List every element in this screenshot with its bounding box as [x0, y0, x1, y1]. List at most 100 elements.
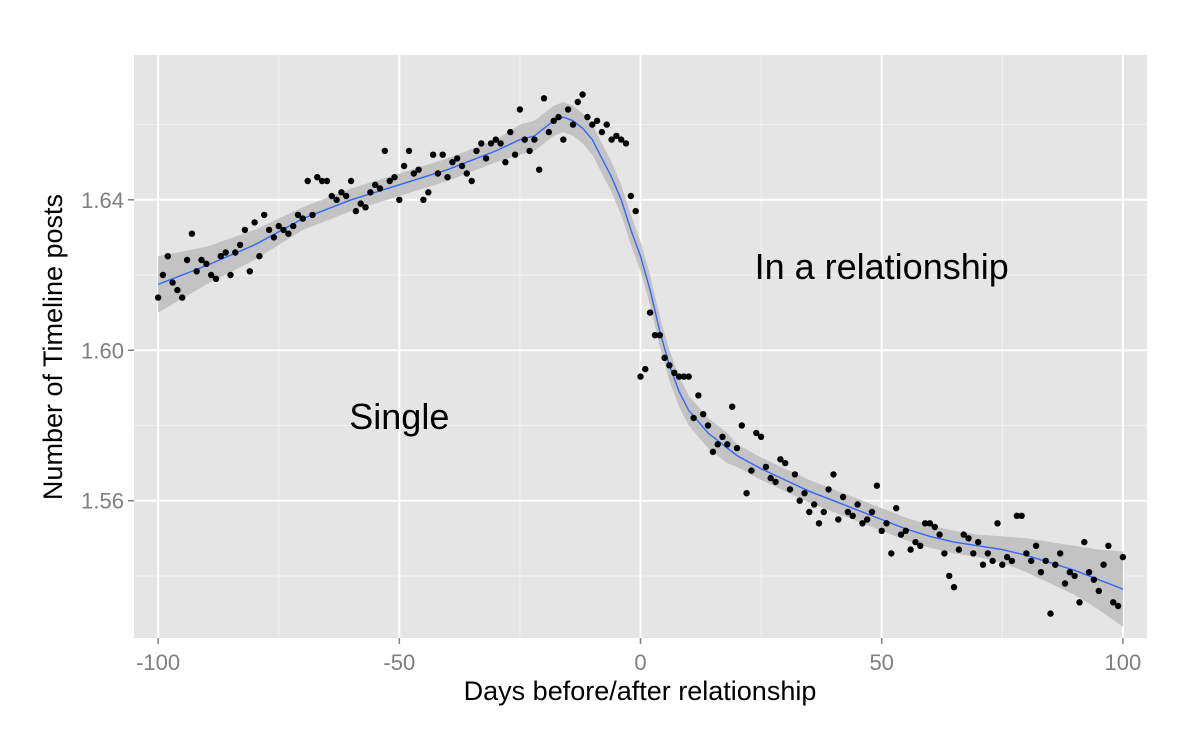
data-point [429, 151, 437, 158]
data-point [391, 174, 398, 181]
data-point [589, 121, 596, 128]
data-point [579, 91, 586, 98]
data-point [154, 294, 162, 301]
data-point [540, 95, 548, 102]
data-point [690, 414, 697, 422]
data-point [1100, 561, 1107, 568]
data-point [516, 106, 524, 113]
data-point [729, 403, 736, 410]
data-point [897, 531, 905, 538]
data-point [825, 486, 832, 493]
data-points [154, 91, 1127, 617]
data-point [405, 147, 413, 155]
data-point [1052, 561, 1059, 568]
data-point [811, 501, 818, 508]
data-point [912, 538, 919, 546]
y-tick-label: 1.56 [81, 489, 124, 514]
data-point [318, 177, 326, 185]
data-point [675, 373, 683, 380]
data-point [261, 211, 268, 219]
data-point [169, 279, 176, 286]
y-axis-title: Number of Timeline posts [38, 194, 68, 500]
x-axis-title: Days before/after relationship [464, 676, 817, 706]
data-point [1085, 569, 1093, 576]
data-point [478, 140, 485, 147]
data-point [955, 546, 963, 553]
data-point [396, 196, 403, 203]
data-point [767, 474, 774, 482]
data-point [251, 219, 258, 226]
data-point [651, 332, 659, 339]
data-point [246, 268, 253, 275]
data-point [926, 520, 934, 527]
data-point [285, 230, 292, 237]
x-tick-label: -50 [383, 650, 415, 675]
data-point [1090, 576, 1098, 583]
data-point [1042, 557, 1049, 565]
data-point [188, 230, 196, 237]
data-point [806, 508, 813, 516]
data-point [536, 166, 543, 173]
data-point [917, 542, 924, 549]
data-point [265, 226, 273, 234]
data-point [796, 497, 803, 504]
data-point [1013, 512, 1020, 519]
data-point [241, 226, 249, 234]
data-point [700, 411, 707, 418]
data-point [212, 275, 220, 282]
data-point [1023, 550, 1030, 557]
data-point [333, 196, 340, 203]
data-point [608, 136, 615, 143]
x-tick-label: 50 [869, 650, 893, 675]
data-point [526, 147, 533, 155]
data-point [786, 486, 794, 493]
data-point [695, 392, 702, 399]
data-point [574, 98, 581, 106]
data-point [637, 373, 644, 380]
data-point [733, 444, 741, 452]
data-point [473, 147, 480, 155]
data-point [357, 200, 364, 207]
y-axis-ticks: 1.56 1.60 1.64 [81, 188, 134, 514]
data-point [666, 362, 673, 369]
data-point [521, 136, 528, 143]
data-point [902, 527, 909, 534]
data-point [994, 520, 1001, 527]
data-point [782, 459, 789, 467]
data-point [545, 128, 552, 136]
data-point [323, 177, 331, 185]
data-point [950, 584, 958, 591]
data-point [893, 505, 900, 512]
data-point [420, 196, 427, 203]
data-point [198, 256, 205, 264]
data-point [203, 260, 210, 267]
data-point [164, 253, 171, 260]
data-point [439, 151, 446, 158]
data-point [328, 192, 335, 200]
data-point [888, 550, 895, 557]
data-point [593, 117, 601, 125]
data-point [507, 128, 514, 136]
data-point [183, 256, 191, 264]
data-point [179, 294, 186, 301]
data-point [309, 211, 316, 219]
data-point [1105, 542, 1112, 549]
data-point [907, 546, 914, 553]
data-point [791, 471, 799, 478]
data-point [343, 192, 350, 200]
data-point [921, 520, 929, 527]
data-point [719, 433, 726, 440]
data-point [280, 226, 287, 234]
data-point [236, 241, 244, 249]
data-point [1119, 553, 1127, 561]
data-point [931, 523, 938, 531]
data-point [550, 117, 557, 125]
data-point [372, 181, 379, 188]
data-point [458, 162, 466, 170]
data-point [1008, 557, 1016, 565]
data-point [400, 162, 408, 170]
data-point [193, 268, 200, 275]
data-point [753, 429, 760, 437]
data-point [757, 433, 765, 440]
